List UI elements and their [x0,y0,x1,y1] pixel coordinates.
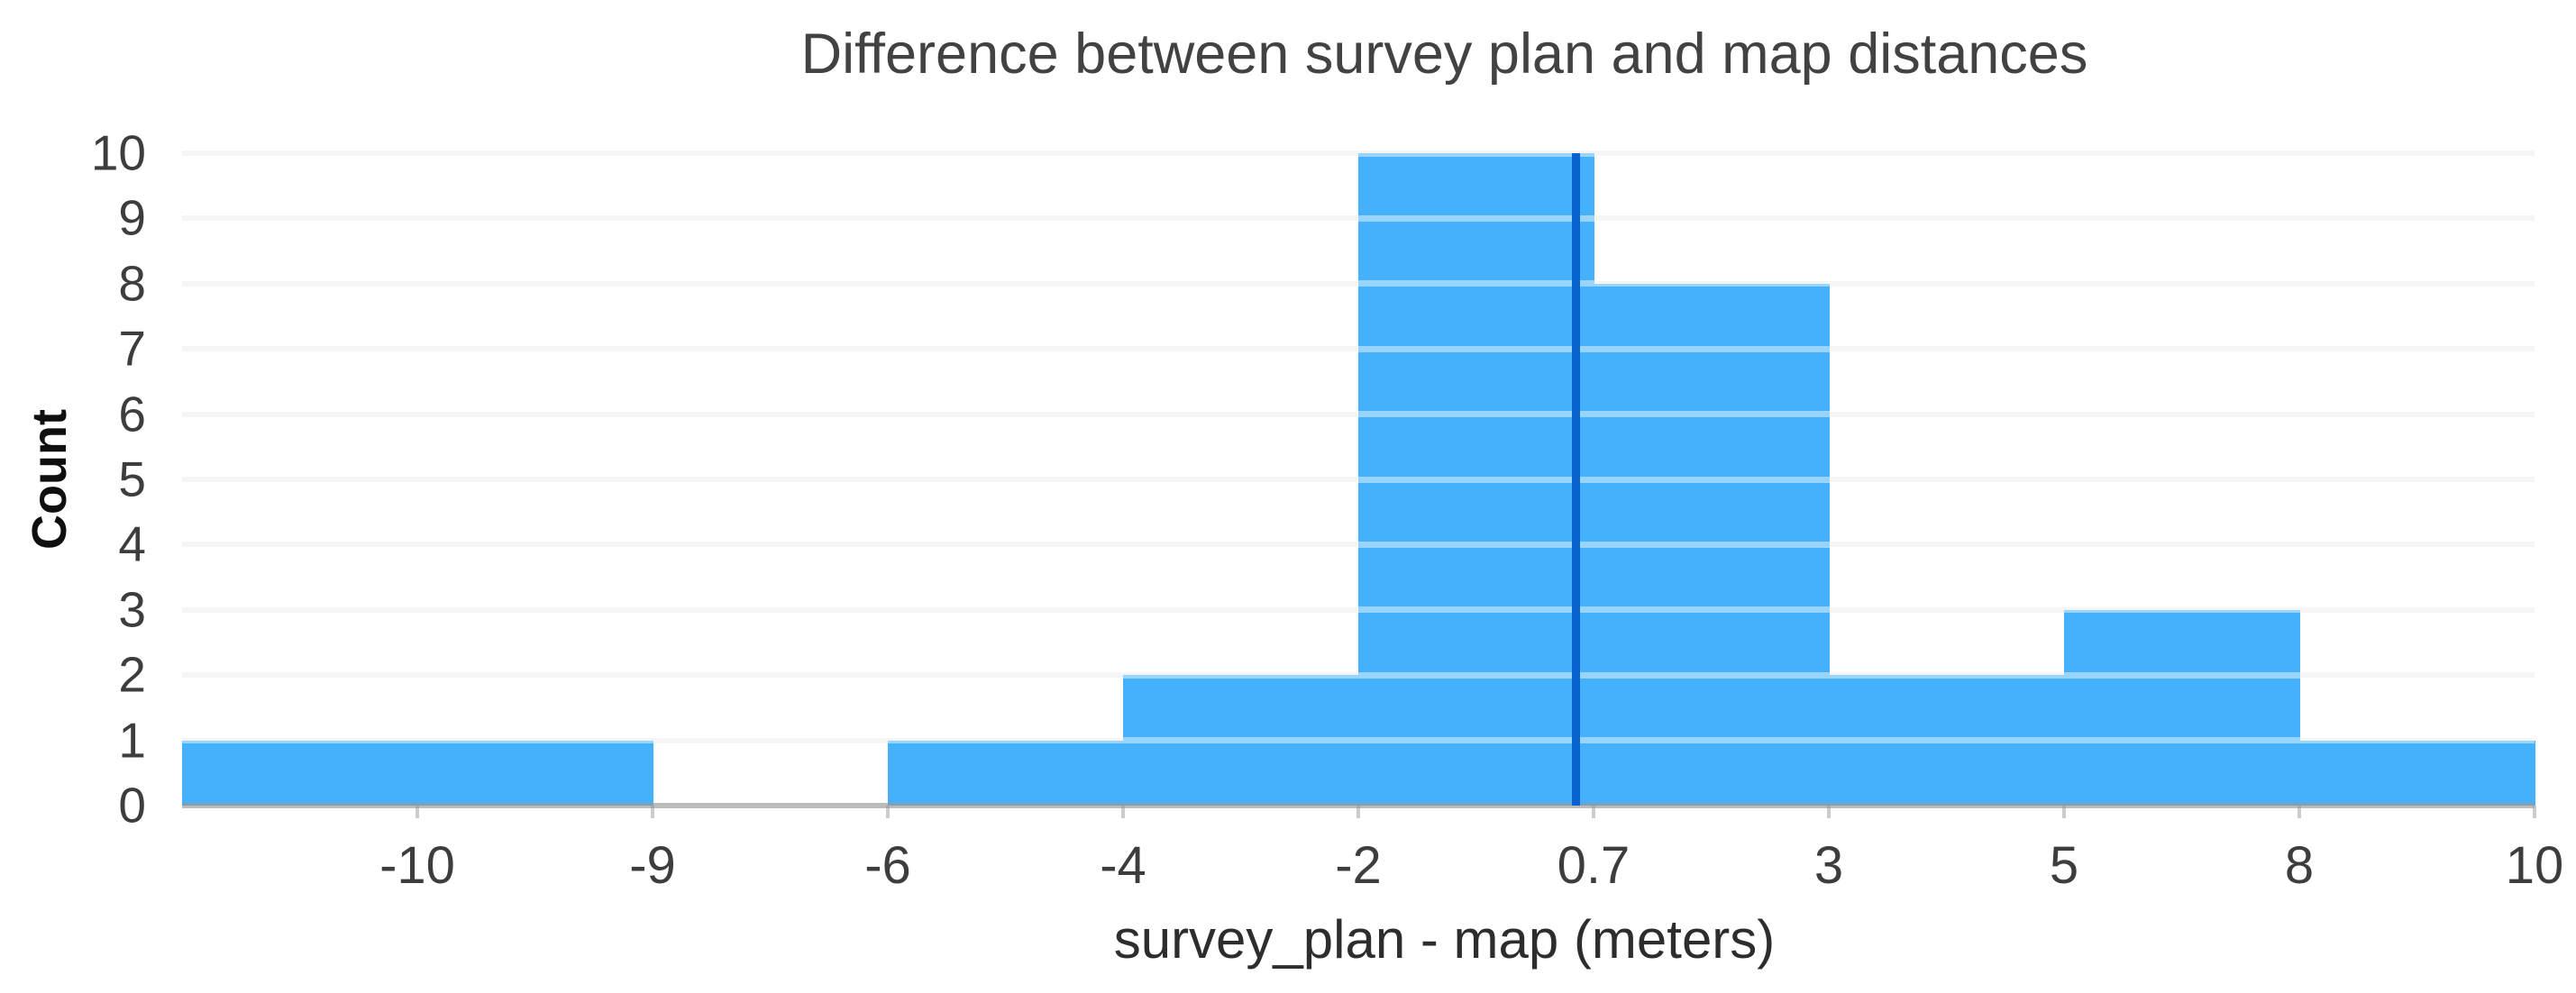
y-tick-label: 6 [118,386,146,442]
y-tick-label: 8 [118,255,146,312]
gridline-overlay [182,671,2535,679]
chart-title: Difference between survey plan and map d… [800,23,2088,86]
x-tick-mark [416,806,419,818]
histogram-bar [1829,675,2065,806]
x-tick-label: 8 [2284,836,2315,895]
gridline-overlay [182,541,2535,548]
x-axis-title: survey_plan - map (meters) [1113,909,1776,970]
x-tick-label: -6 [864,836,911,895]
gridline-overlay [182,280,2535,287]
gridline-overlay [182,476,2535,483]
x-tick-mark [651,806,654,818]
histogram-bar [888,740,1124,806]
x-tick-mark [886,806,890,818]
x-tick-label: 5 [2049,836,2079,895]
x-tick-label: 10 [2505,836,2564,895]
mean-marker-line [1572,153,1581,806]
y-tick-label: 3 [118,581,146,638]
y-tick-label: 4 [118,515,146,572]
y-tick-label: 5 [118,451,146,507]
gridline-overlay [182,606,2535,614]
gridline-overlay [182,150,2535,157]
y-tick-label: 1 [118,712,146,769]
gridline-overlay [182,345,2535,352]
y-tick-label: 9 [118,189,146,246]
histogram-bar [417,740,653,806]
gridline-overlay [182,411,2535,418]
y-tick-label: 0 [118,777,146,834]
histogram-bar [2064,609,2300,806]
x-tick-label: 0.7 [1557,836,1631,895]
x-tick-mark [1827,806,1831,818]
x-tick-label: -9 [629,836,676,895]
x-tick-label: -4 [1100,836,1146,895]
histogram-bar [182,740,418,806]
x-tick-mark [1357,806,1360,818]
histogram-bar [1594,283,1830,806]
x-tick-mark [2062,806,2066,818]
histogram-bar [1123,675,1359,806]
gridline-overlay [182,214,2535,222]
x-tick-mark [1121,806,1125,818]
y-tick-label: 2 [118,646,146,703]
x-axis-line [182,803,2535,808]
x-tick-mark [1592,806,1595,818]
x-tick-label: -2 [1335,836,1382,895]
plot-area [182,150,2535,808]
y-tick-label: 7 [118,320,146,377]
x-tick-label: 3 [1813,836,1844,895]
histogram-bar [2299,740,2535,806]
y-tick-label: 10 [90,124,146,181]
x-tick-mark [2297,806,2301,818]
x-tick-mark [2533,806,2536,818]
x-tick-label: -10 [379,836,455,895]
histogram-bar [1358,153,1594,806]
gridline-overlay [182,737,2535,744]
